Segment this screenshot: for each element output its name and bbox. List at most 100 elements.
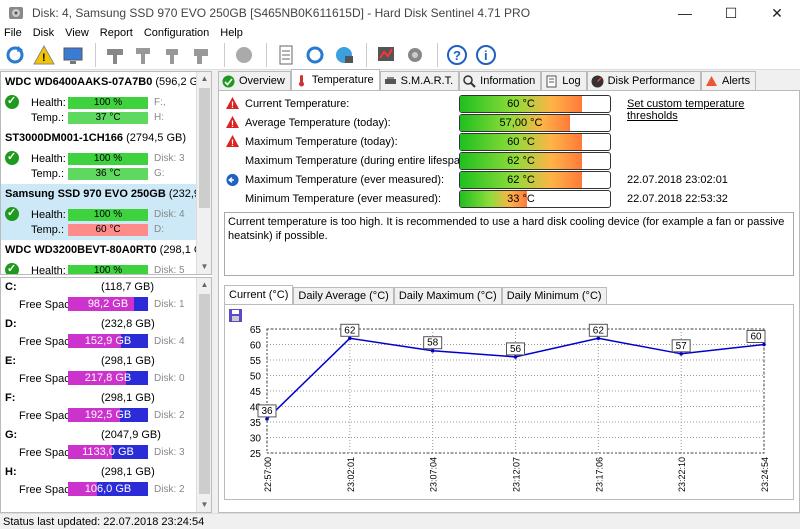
menu-disk[interactable]: Disk [32,27,55,39]
partition-size: (298,1 GB) [101,466,155,478]
tab-log[interactable]: Log [541,71,587,90]
free-space-label: Free Space [19,410,76,422]
tool-icon [107,48,123,64]
maximize-button[interactable]: ☐ [724,4,738,21]
disk-item[interactable]: WDC WD3200BEVT-80A0RT0 (298,1 GB) Health… [1,240,211,274]
tab-information[interactable]: Information [459,71,542,90]
y-tick-label: 45 [250,387,262,398]
temperature-value: 62 °C [507,155,535,167]
health-bar: 100 % [68,97,148,109]
alert-icon [705,75,717,86]
partition-list-scrollbar[interactable]: ▲ ▼ [196,278,211,512]
repair-button[interactable] [160,42,186,68]
partition-item[interactable]: G: (2047,9 GB) Free Space 1133,0 GB Disk… [1,426,197,463]
disk-item[interactable]: WDC WD6400AAKS-07A7B0 (596,2 GB) Health:… [1,72,209,128]
document-icon [279,45,293,64]
minimize-button[interactable]: — [678,5,692,21]
tab-smart[interactable]: S.M.A.R.T. [379,71,460,90]
partition-letter: C: [5,281,17,293]
timestamp: 22.07.2018 22:53:32 [627,193,728,205]
save-chart-icon[interactable] [229,309,242,322]
health-ok-icon [5,206,19,221]
tab-chart-daily-average[interactable]: Daily Average (°C) [293,287,394,304]
timestamp: 22.07.2018 23:02:01 [627,174,728,186]
menu-help[interactable]: Help [220,27,243,39]
disk-list-scrollbar[interactable]: ▲ ▼ [196,72,211,274]
scroll-up-icon[interactable]: ▲ [200,74,209,83]
health-label: Health: [31,209,66,221]
close-button[interactable]: ✕ [771,4,783,21]
temperature-label: Maximum Temperature (ever measured): [245,174,445,186]
partition-disk: Disk: 4 [154,336,185,347]
send-report-button[interactable] [302,42,328,68]
free-space-label: Free Space [19,336,76,348]
scroll-up-icon[interactable]: ▲ [200,280,209,289]
free-space-fill [68,334,121,348]
data-label: 57 [676,341,688,352]
drive-letters: Disk: 3 [154,153,185,164]
tab-overview[interactable]: Overview [218,71,291,90]
scroll-thumb[interactable] [199,294,210,494]
warning-icon: ! [226,135,239,148]
disk-item-selected[interactable]: Samsung SSD 970 EVO 250GB (232,9 GB) Hea… [1,184,211,240]
disk-button[interactable] [231,42,257,68]
free-space-label: Free Space [19,484,76,496]
data-label-box [746,330,766,343]
partition-item[interactable]: H: (298,1 GB) Free Space 106,0 GB Disk: … [1,463,197,500]
partition-letter: H: [5,466,17,478]
help-button[interactable]: ? [444,42,470,68]
drive-letters: Disk: 4 [154,209,185,220]
scroll-down-icon[interactable]: ▼ [200,262,209,271]
drill-button[interactable] [189,42,215,68]
surface-test-button[interactable] [131,42,157,68]
temperature-bar-fill [460,115,570,131]
warning-icon: ! [226,97,239,110]
temp-label: Temp.: [31,112,65,124]
custom-thresholds-link[interactable]: Set custom temperature thresholds [627,98,745,122]
partition-disk: Disk: 0 [154,373,185,384]
tab-chart-daily-minimum[interactable]: Daily Minimum (°C) [501,287,607,304]
sound-button[interactable] [402,42,428,68]
tab-disk-performance[interactable]: Disk Performance [586,71,701,90]
partition-size: (298,1 GB) [101,355,155,367]
test-button[interactable] [102,42,128,68]
temperature-bar-fill [460,134,582,150]
scroll-thumb[interactable] [199,88,210,208]
tab-chart-daily-maximum[interactable]: Daily Maximum (°C) [393,287,502,304]
health-bar: 100 % [68,153,148,165]
about-button[interactable]: i [473,42,499,68]
x-tick-label: 23:12:07 [512,457,522,492]
menu-file[interactable]: File [4,27,22,39]
menu-report[interactable]: Report [99,27,133,39]
temperature-value: 33 °C [507,193,535,205]
network-button[interactable] [331,42,357,68]
drive-letters: F:, [154,97,166,108]
partition-item[interactable]: E: (298,1 GB) Free Space 217,8 GB Disk: … [1,352,197,389]
data-label: 58 [427,338,439,349]
alert-button[interactable]: ! [31,42,57,68]
tab-alerts[interactable]: Alerts [700,71,757,90]
partition-item[interactable]: D: (232,8 GB) Free Space 152,9 GB Disk: … [1,315,197,352]
tab-temperature[interactable]: Temperature [290,69,380,90]
scroll-down-icon[interactable]: ▼ [200,500,209,509]
disk-item[interactable]: ST3000DM001-1CH166 (2794,5 GB) Health: 1… [1,128,197,184]
y-tick-label: 60 [250,341,262,352]
temperature-chart-svg: 25 30 35 40 45 50 55 60 65 22:57:00 23:02:01 23:07:… [229,309,770,492]
partition-disk: Disk: 3 [154,447,185,458]
menu-view[interactable]: View [65,27,89,39]
data-label-box [257,404,277,418]
refresh-button[interactable] [2,42,28,68]
history-icon[interactable] [225,173,240,187]
temperature-row: Maximum Temperature (ever measured): 62 °… [225,171,785,190]
tab-chart-current[interactable]: Current (°C) [224,285,294,304]
partition-item[interactable]: C: (118,7 GB) Free Space 98,2 GB Disk: 1 [1,278,197,315]
partition-disk: Disk: 2 [154,410,185,421]
menu-configuration[interactable]: Configuration [143,27,210,39]
disk-info-button[interactable] [60,42,86,68]
hammer-icon [136,47,150,64]
report-button[interactable] [273,42,299,68]
partition-item[interactable]: F: (298,1 GB) Free Space 192,5 GB Disk: … [1,389,197,426]
configuration-button[interactable] [373,42,399,68]
free-space-fill [68,371,127,385]
y-tick-label: 35 [250,418,262,429]
